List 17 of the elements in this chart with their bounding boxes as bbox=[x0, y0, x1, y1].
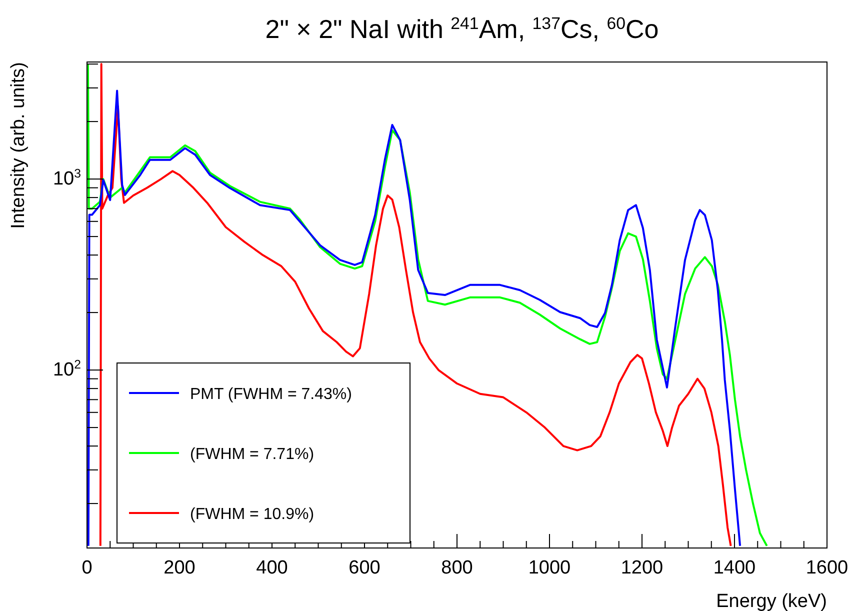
x-axis-title: Energy (keV) bbox=[716, 591, 827, 611]
x-tick-label: 0 bbox=[82, 557, 92, 578]
legend-label: (FWHM = 7.71%) bbox=[190, 446, 314, 463]
x-tick-label: 400 bbox=[256, 557, 288, 578]
legend-label: PMT (FWHM = 7.43%) bbox=[190, 386, 352, 403]
chart-title: 2" × 2" NaI with $^{241}$Am, $^{137}$Cs, $^{60}$Co bbox=[265, 14, 659, 44]
x-tick-label: 1200 bbox=[620, 557, 664, 578]
legend-label: (FWHM = 10.9%) bbox=[190, 506, 314, 523]
x-tick-label: 1000 bbox=[528, 557, 571, 578]
y-tick-label: 10$^{3}$ bbox=[52, 166, 82, 190]
x-tick-label: 600 bbox=[348, 557, 380, 578]
x-tick-label: 1600 bbox=[806, 557, 848, 578]
x-tick-label: 800 bbox=[441, 557, 473, 578]
x-tick-label: 200 bbox=[164, 557, 196, 578]
y-tick-label: 10$^{2}$ bbox=[52, 358, 82, 381]
y-axis-title: Intensity (arb. units) bbox=[8, 62, 29, 229]
x-tick-label: 1400 bbox=[713, 557, 756, 578]
